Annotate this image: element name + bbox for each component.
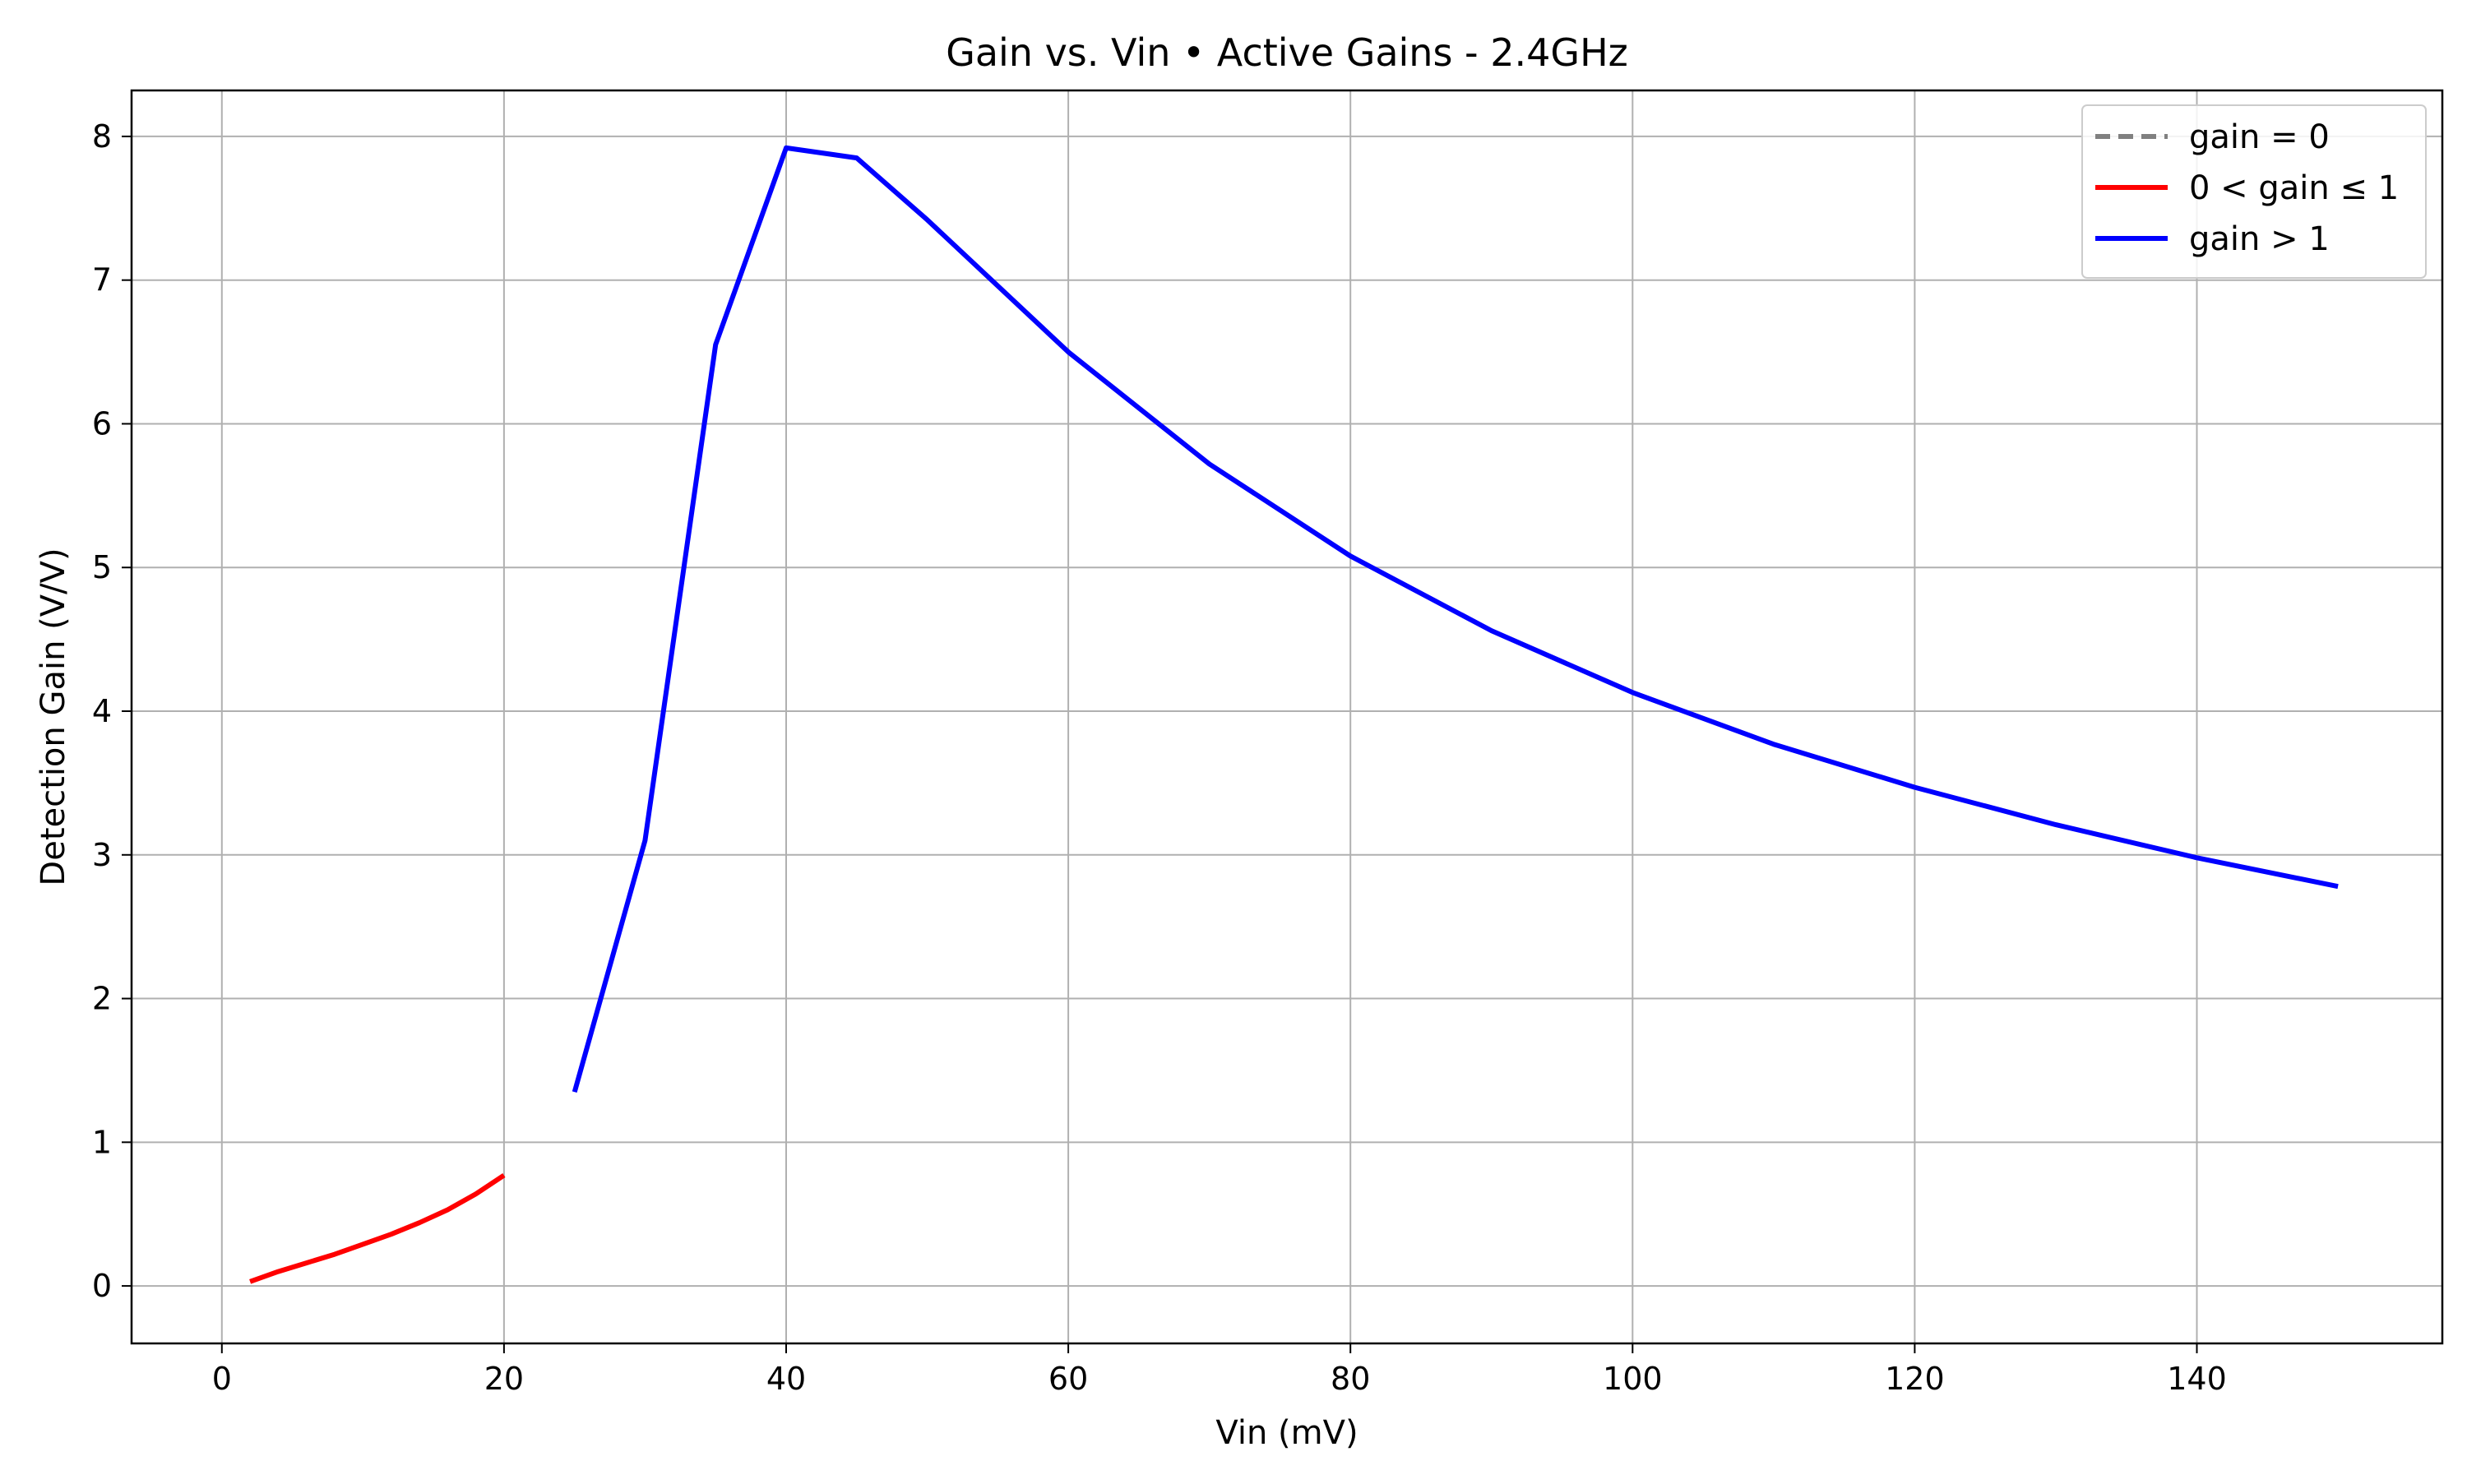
legend-label: 0 < gain ≤ 1 — [2189, 169, 2399, 207]
y-tick-label: 2 — [92, 981, 112, 1017]
legend: gain = 0 0 < gain ≤ 1 gain > 1 — [2081, 104, 2427, 279]
y-tick-label: 0 — [92, 1268, 112, 1304]
x-tick-label: 80 — [1331, 1361, 1370, 1397]
x-tick-label: 60 — [1048, 1361, 1088, 1397]
y-tick-label: 7 — [92, 262, 112, 298]
y-axis-label: Detection Gain (V/V) — [35, 548, 72, 885]
legend-box — [2081, 104, 2427, 279]
axis-ticks: 0 20 40 60 80 100 120 140 0 1 2 3 4 5 6 7 8 — [92, 118, 2227, 1397]
x-tick-label: 100 — [1603, 1361, 1663, 1397]
x-tick-label: 140 — [2167, 1361, 2227, 1397]
legend-label: gain = 0 — [2189, 118, 2330, 156]
x-axis-label: Vin (mV) — [1215, 1414, 1358, 1452]
series-group — [249, 145, 2339, 1284]
y-tick-label: 6 — [92, 405, 112, 442]
series-line-3 — [572, 145, 2339, 1093]
y-tick-label: 8 — [92, 118, 112, 155]
plot-frame — [130, 89, 2444, 1345]
x-tick-label: 120 — [1885, 1361, 1945, 1397]
y-tick-label: 5 — [92, 549, 112, 585]
series-line-2 — [249, 1172, 506, 1284]
grid — [132, 90, 2442, 1343]
y-tick-label: 1 — [92, 1124, 112, 1160]
x-tick-label: 0 — [212, 1361, 232, 1397]
y-tick-label: 4 — [92, 693, 112, 729]
chart-title: Gain vs. Vin • Active Gains - 2.4GHz — [946, 30, 1628, 75]
y-tick-label: 3 — [92, 837, 112, 873]
x-tick-label: 20 — [484, 1361, 524, 1397]
legend-label: gain > 1 — [2189, 220, 2330, 258]
x-tick-label: 40 — [766, 1361, 806, 1397]
